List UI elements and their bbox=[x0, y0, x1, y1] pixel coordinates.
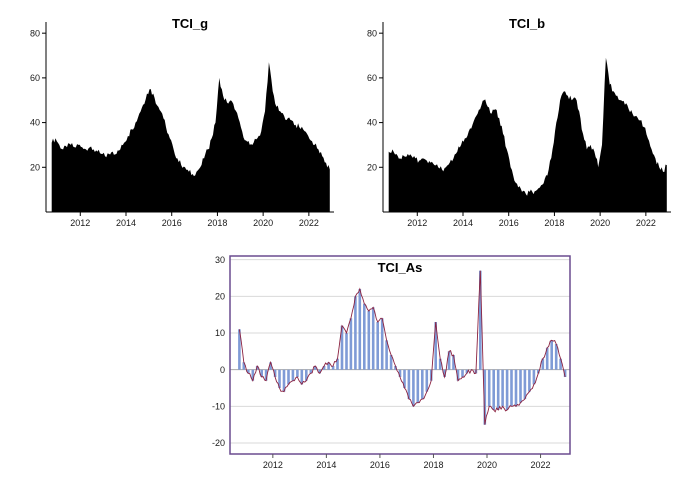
svg-text:10: 10 bbox=[215, 328, 225, 338]
svg-text:2014: 2014 bbox=[453, 218, 473, 228]
svg-text:20: 20 bbox=[215, 291, 225, 301]
svg-text:80: 80 bbox=[30, 28, 40, 38]
svg-text:2016: 2016 bbox=[162, 218, 182, 228]
chart-tci-b: 20 40 60 80 2012 2014 2016 2018 2020 2022 TCI_b bbox=[355, 6, 677, 240]
svg-text:2012: 2012 bbox=[407, 218, 427, 228]
svg-text:20: 20 bbox=[30, 162, 40, 172]
svg-text:20: 20 bbox=[367, 162, 377, 172]
svg-text:2012: 2012 bbox=[263, 460, 283, 470]
svg-text:-20: -20 bbox=[212, 438, 225, 448]
svg-text:2018: 2018 bbox=[544, 218, 564, 228]
tci-b-plot: 20 40 60 80 2012 2014 2016 2018 2020 2022 bbox=[367, 22, 671, 228]
svg-text:2016: 2016 bbox=[499, 218, 519, 228]
svg-text:2022: 2022 bbox=[531, 460, 551, 470]
chart-tci-as: -20 -10 0 10 20 30 2012 2014 2016 2018 2020 2022 TC… bbox=[196, 246, 580, 480]
svg-text:2018: 2018 bbox=[423, 460, 443, 470]
svg-text:2020: 2020 bbox=[477, 460, 497, 470]
svg-text:2022: 2022 bbox=[299, 218, 319, 228]
svg-text:2022: 2022 bbox=[636, 218, 656, 228]
svg-text:2016: 2016 bbox=[370, 460, 390, 470]
svg-text:2014: 2014 bbox=[316, 460, 336, 470]
svg-text:80: 80 bbox=[367, 28, 377, 38]
svg-text:40: 40 bbox=[30, 118, 40, 128]
tci-as-plot: -20 -10 0 10 20 30 2012 2014 2016 2018 2020 2022 bbox=[212, 255, 571, 470]
svg-text:2020: 2020 bbox=[253, 218, 273, 228]
svg-text:2018: 2018 bbox=[207, 218, 227, 228]
chart-tci-g: 20 40 60 80 2012 2014 2016 2018 2020 2022 TCI_g bbox=[18, 6, 340, 240]
svg-text:2020: 2020 bbox=[590, 218, 610, 228]
svg-text:-10: -10 bbox=[212, 401, 225, 411]
svg-text:60: 60 bbox=[30, 73, 40, 83]
svg-text:0: 0 bbox=[220, 365, 225, 375]
svg-text:2014: 2014 bbox=[116, 218, 136, 228]
svg-text:30: 30 bbox=[215, 255, 225, 265]
svg-text:60: 60 bbox=[367, 73, 377, 83]
svg-text:2012: 2012 bbox=[70, 218, 90, 228]
svg-text:40: 40 bbox=[367, 118, 377, 128]
tci-g-plot: 20 40 60 80 2012 2014 2016 2018 2020 2022 bbox=[30, 22, 334, 228]
